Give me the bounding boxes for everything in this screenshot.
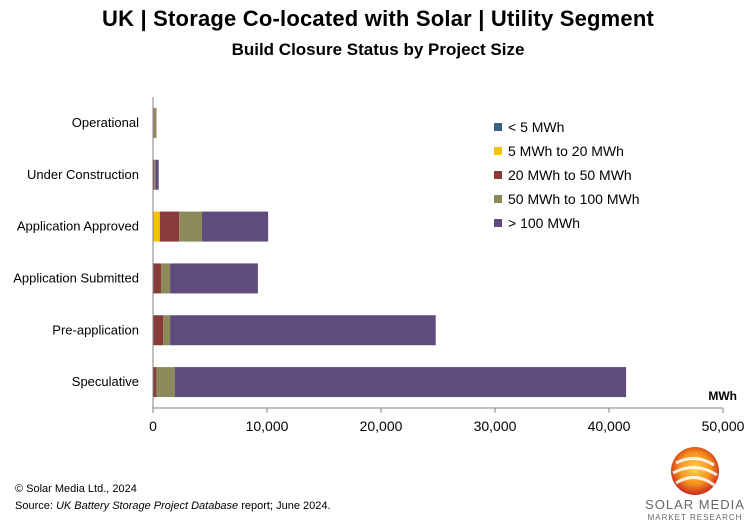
sun-swirl-icon bbox=[671, 447, 719, 495]
x-tick-label: 40,000 bbox=[588, 418, 631, 434]
bar-segment bbox=[170, 263, 258, 294]
x-tick-label: 30,000 bbox=[474, 418, 517, 434]
bar-segment bbox=[153, 367, 157, 398]
bar-segment bbox=[154, 107, 157, 138]
bar-segment bbox=[153, 107, 155, 138]
bar-segment bbox=[154, 159, 156, 190]
copyright-text: © Solar Media Ltd., 2024 bbox=[15, 483, 137, 495]
category-label: Application Submitted bbox=[13, 270, 139, 285]
legend: < 5 MWh 5 MWh to 20 MWh 20 MWh to 50 MWh 50… bbox=[494, 119, 640, 231]
x-tick-label: 10,000 bbox=[246, 418, 289, 434]
bar-segment bbox=[174, 367, 627, 398]
category-label: Application Approved bbox=[17, 219, 139, 234]
logo-subtitle: MARKET RESEARCH bbox=[647, 513, 743, 522]
category-label: Pre-application bbox=[52, 322, 139, 337]
category-label: Speculative bbox=[72, 374, 139, 389]
legend-swatch bbox=[494, 123, 502, 131]
bar-segment bbox=[156, 367, 175, 398]
legend-label: > 100 MWh bbox=[508, 215, 580, 231]
bar-segment bbox=[159, 211, 180, 242]
bar-segment bbox=[179, 211, 203, 242]
bar-chart: 0 10,000 20,000 30,000 40,000 50,000 Operatio… bbox=[13, 97, 745, 434]
legend-label: 50 MWh to 100 MWh bbox=[508, 191, 640, 207]
bar-segment bbox=[202, 211, 269, 242]
legend-label: 20 MWh to 50 MWh bbox=[508, 167, 632, 183]
bar-segment bbox=[153, 211, 160, 242]
x-tick-label: 20,000 bbox=[360, 418, 403, 434]
x-tick-label: 50,000 bbox=[702, 418, 745, 434]
category-label: Operational bbox=[72, 115, 139, 130]
source-suffix: report; June 2024. bbox=[238, 500, 331, 512]
legend-swatch bbox=[494, 171, 502, 179]
legend-swatch bbox=[494, 195, 502, 203]
source-prefix: Source: bbox=[15, 500, 56, 512]
category-label: Under Construction bbox=[27, 167, 139, 182]
chart-subtitle: Build Closure Status by Project Size bbox=[231, 40, 525, 59]
bar-segment bbox=[153, 263, 161, 294]
bar-segment bbox=[170, 315, 436, 346]
legend-swatch bbox=[494, 219, 502, 227]
legend-label: 5 MWh to 20 MWh bbox=[508, 143, 624, 159]
bar-segment bbox=[160, 263, 171, 294]
legend-swatch bbox=[494, 147, 502, 155]
bar-segment bbox=[153, 159, 155, 190]
chart-title: UK | Storage Co-located with Solar | Uti… bbox=[102, 6, 654, 31]
x-tick-label: 0 bbox=[149, 418, 157, 434]
bar-segment bbox=[163, 315, 171, 346]
unit-label: MWh bbox=[708, 389, 737, 403]
ticks-layer: 0 10,000 20,000 30,000 40,000 50,000 bbox=[149, 408, 745, 434]
solar-media-logo: SOLAR MEDIA MARKET RESEARCH bbox=[640, 445, 750, 525]
source-report: UK Battery Storage Project Database bbox=[55, 500, 239, 512]
bar-segment bbox=[153, 315, 164, 346]
source-text: Source: UK Battery Storage Project Datab… bbox=[15, 500, 331, 512]
bars-layer bbox=[153, 107, 627, 398]
bar-segment bbox=[155, 159, 159, 190]
logo-name: SOLAR MEDIA bbox=[645, 497, 745, 512]
legend-label: < 5 MWh bbox=[508, 119, 564, 135]
category-labels: Operational Under Construction Application… bbox=[13, 115, 139, 389]
